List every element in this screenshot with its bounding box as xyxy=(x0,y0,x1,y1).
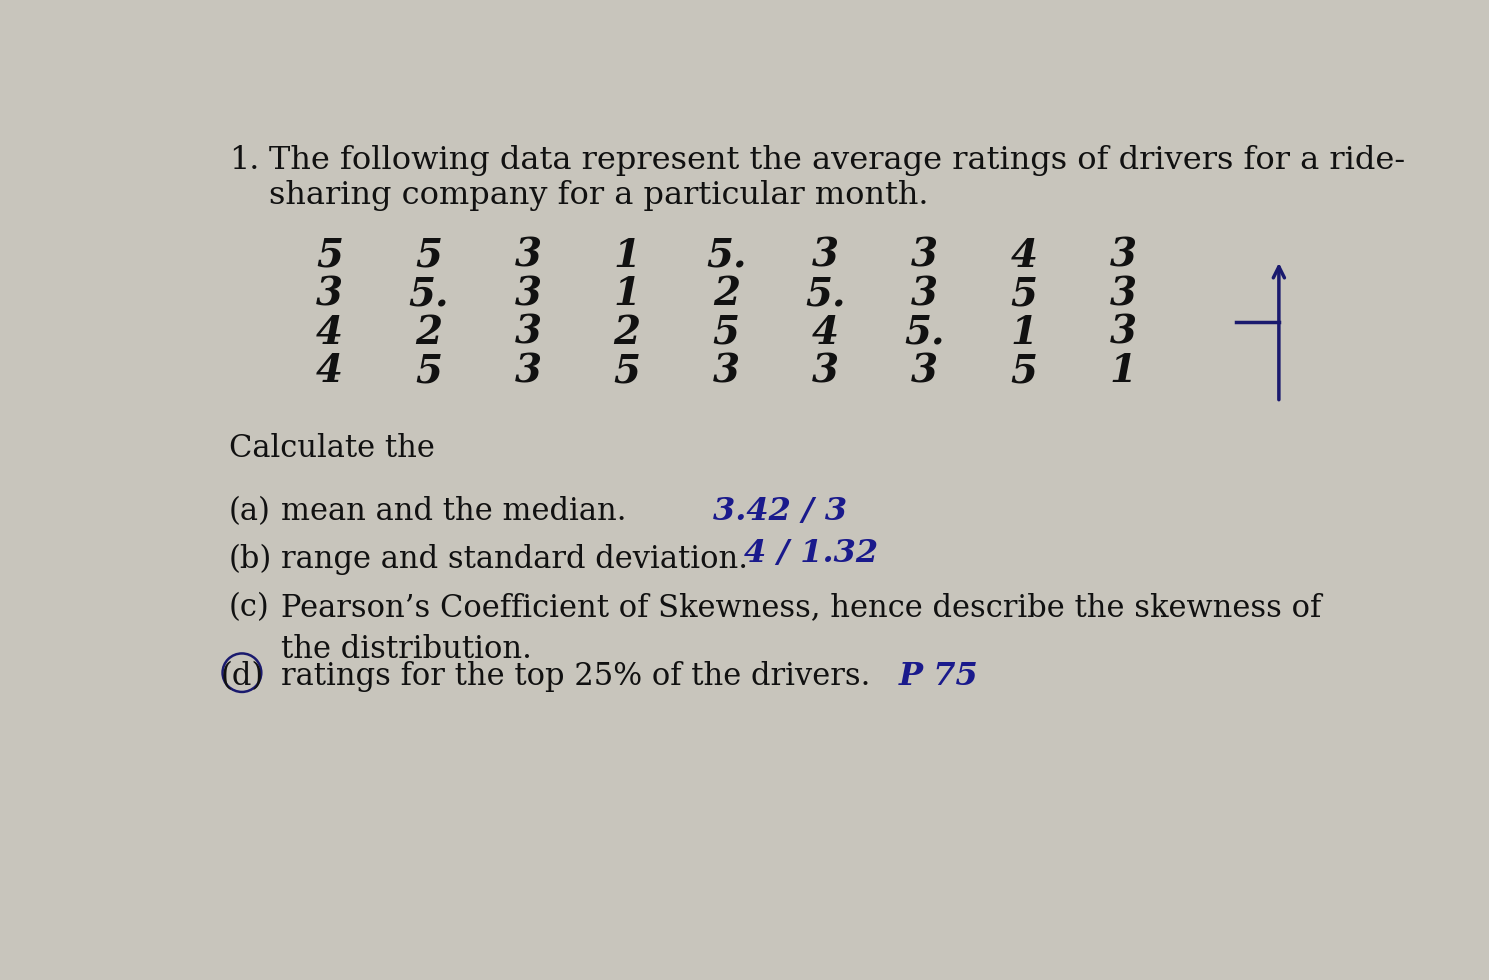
Text: 5: 5 xyxy=(415,353,442,390)
Text: 4: 4 xyxy=(316,353,342,390)
Text: 2: 2 xyxy=(415,314,442,352)
Text: ratings for the top 25% of the drivers.: ratings for the top 25% of the drivers. xyxy=(280,662,870,692)
Text: 5.: 5. xyxy=(706,237,746,275)
Text: Pearson’s Coefficient of Skewness, hence describe the skewness of: Pearson’s Coefficient of Skewness, hence… xyxy=(280,592,1321,623)
Text: 5: 5 xyxy=(613,353,640,390)
Text: 3: 3 xyxy=(1109,275,1136,314)
Text: 3: 3 xyxy=(514,275,542,314)
Text: (b): (b) xyxy=(229,544,272,575)
Text: 1: 1 xyxy=(1109,353,1136,390)
Text: 3: 3 xyxy=(812,237,838,275)
Text: 5: 5 xyxy=(415,237,442,275)
Text: 5.: 5. xyxy=(904,314,946,352)
Text: Calculate the: Calculate the xyxy=(229,433,435,465)
Text: (c): (c) xyxy=(229,592,270,623)
Text: 3: 3 xyxy=(812,353,838,390)
Text: 1.: 1. xyxy=(229,145,259,175)
Text: 3: 3 xyxy=(514,353,542,390)
Text: mean and the median.: mean and the median. xyxy=(280,497,627,527)
Text: 2: 2 xyxy=(613,314,640,352)
Text: 3: 3 xyxy=(514,237,542,275)
Text: 3: 3 xyxy=(713,353,740,390)
Text: 1: 1 xyxy=(1011,314,1038,352)
Text: 4: 4 xyxy=(812,314,838,352)
Text: 3: 3 xyxy=(1109,237,1136,275)
Text: 4: 4 xyxy=(316,314,342,352)
Text: 1: 1 xyxy=(613,237,640,275)
Text: 5: 5 xyxy=(713,314,740,352)
Text: 3: 3 xyxy=(911,237,938,275)
Text: 5.: 5. xyxy=(408,275,450,314)
Text: 5.: 5. xyxy=(806,275,846,314)
Text: The following data represent the average ratings of drivers for a ride-: The following data represent the average… xyxy=(270,145,1406,175)
Text: (d): (d) xyxy=(220,662,264,692)
Text: 5: 5 xyxy=(316,237,342,275)
Text: 3.42 / 3: 3.42 / 3 xyxy=(713,497,847,527)
Text: 3: 3 xyxy=(514,314,542,352)
Text: 3: 3 xyxy=(911,353,938,390)
Text: 4: 4 xyxy=(1011,237,1038,275)
Text: range and standard deviation.: range and standard deviation. xyxy=(280,544,747,575)
Text: 1: 1 xyxy=(613,275,640,314)
Text: the distribution.: the distribution. xyxy=(280,634,532,665)
Text: P 75: P 75 xyxy=(899,662,978,692)
Text: 5: 5 xyxy=(1011,275,1038,314)
Text: 3: 3 xyxy=(911,275,938,314)
Text: 5: 5 xyxy=(1011,353,1038,390)
Text: 3: 3 xyxy=(316,275,342,314)
Text: (a): (a) xyxy=(229,497,271,527)
Text: sharing company for a particular month.: sharing company for a particular month. xyxy=(270,180,929,211)
Text: 4 / 1.32: 4 / 1.32 xyxy=(744,538,879,569)
Text: 3: 3 xyxy=(1109,314,1136,352)
Text: 2: 2 xyxy=(713,275,740,314)
